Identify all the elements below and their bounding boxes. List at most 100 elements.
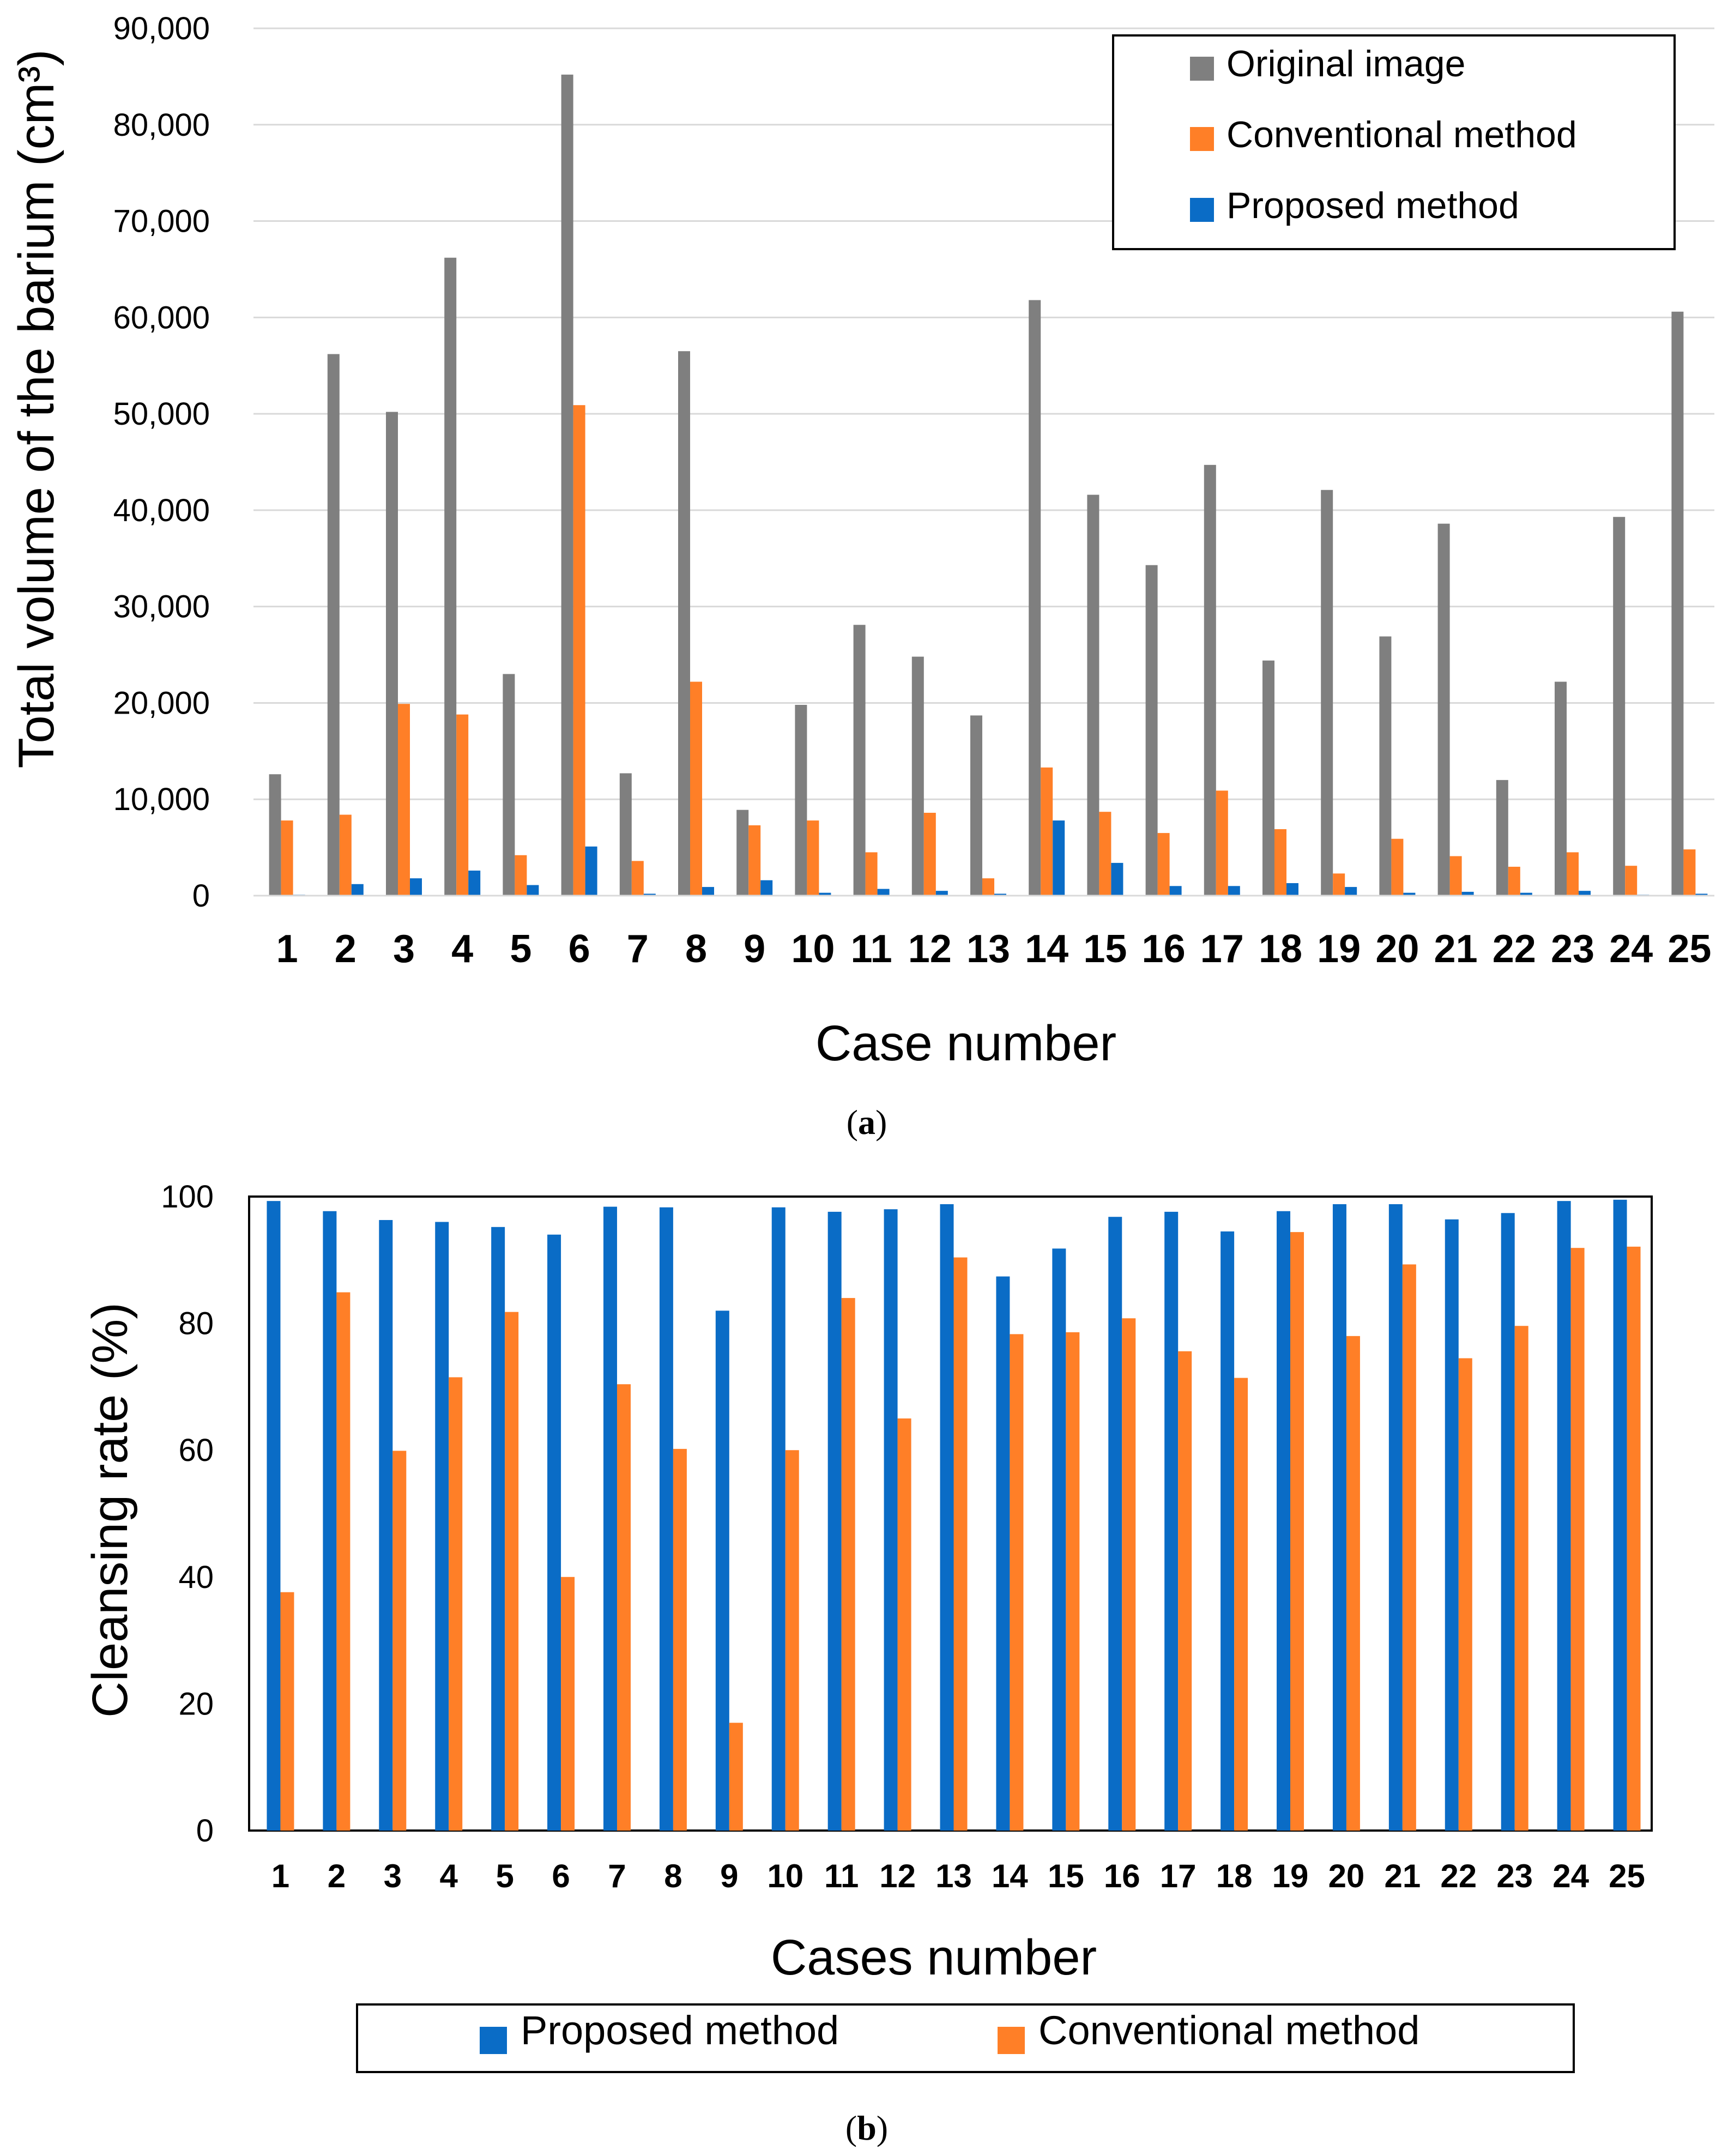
bar-conventional-method-case-13 (982, 878, 994, 896)
chart-a-x-tick-11: 11 (851, 927, 892, 971)
chart-a-y-tick-10-000: 10,000 (113, 782, 210, 817)
bar-conventional-method-case-24 (1625, 866, 1638, 896)
chart-b-legend-box (356, 2003, 1575, 2073)
chart-a-x-tick-15: 15 (1083, 927, 1127, 971)
bar-conventional-method-case-7 (631, 861, 644, 896)
chart-a-y-tick-80-000: 80,000 (113, 107, 210, 143)
bar-proposed-method-case-3 (379, 1220, 393, 1831)
legend-swatch-conventional-method-b (998, 2027, 1025, 2054)
chart-a-x-tick-9: 9 (744, 927, 765, 971)
chart-a-y-tick-labels: 0 10,000 20,000 30,000 40,000 50,000 60,000 70,… (113, 11, 210, 914)
chart-a-y-tick-40-000: 40,000 (113, 493, 210, 528)
bar-proposed-method-case-14 (1053, 820, 1065, 896)
bar-conventional-method-case-2 (336, 1292, 351, 1831)
chart-a-x-axis-label: Case number (815, 1016, 1116, 1071)
bar-proposed-method-case-4 (468, 871, 481, 896)
chart-a-bars (269, 74, 1708, 896)
chart-a-total-volume: 0 10,000 20,000 30,000 40,000 50,000 60,000 70,… (9, 11, 1714, 1071)
bar-conventional-method-case-19 (1333, 873, 1345, 896)
bar-original-image-case-4 (444, 257, 457, 896)
bar-conventional-method-case-10 (807, 820, 819, 896)
chart-b-y-tick-labels: 0 20 40 60 80 100 (161, 1179, 214, 1849)
chart-a-x-tick-19: 19 (1317, 927, 1361, 971)
bar-conventional-method-case-18 (1274, 829, 1286, 896)
bar-proposed-method-case-6 (547, 1234, 561, 1831)
bar-conventional-method-case-4 (449, 1377, 463, 1831)
chart-a-y-tick-70-000: 70,000 (113, 204, 210, 239)
bar-proposed-method-case-7 (603, 1206, 617, 1831)
bar-proposed-method-case-1 (267, 1201, 281, 1831)
bar-proposed-method-case-11 (877, 889, 890, 896)
chart-a-x-tick-4: 4 (451, 927, 473, 971)
chart-b-x-tick-18: 18 (1216, 1858, 1253, 1894)
legend-label-proposed-method-b: Proposed method (521, 2008, 839, 2053)
bar-proposed-method-case-14 (996, 1276, 1010, 1831)
bar-conventional-method-case-5 (515, 855, 527, 896)
bar-original-image-case-12 (911, 656, 924, 896)
bar-conventional-method-case-5 (505, 1312, 519, 1831)
bar-conventional-method-case-21 (1402, 1264, 1416, 1831)
bar-conventional-method-case-7 (617, 1384, 631, 1831)
chart-a-x-tick-labels: 1 2 3 4 5 6 7 8 9 10 11 12 13 14 15 16 17 18 19 20 21 22 23 24 2… (276, 927, 1712, 971)
bar-proposed-method-case-4 (435, 1222, 449, 1831)
chart-b-x-tick-3: 3 (384, 1858, 402, 1894)
bar-original-image-case-1 (269, 774, 281, 896)
chart-b-x-tick-15: 15 (1048, 1858, 1084, 1894)
bar-original-image-case-2 (327, 354, 340, 896)
chart-a-x-tick-8: 8 (685, 927, 707, 971)
bar-proposed-method-case-24 (1557, 1201, 1571, 1831)
bar-conventional-method-case-14 (1041, 767, 1053, 896)
panel-label-b: (b) (845, 2109, 888, 2147)
chart-a-x-tick-5: 5 (510, 927, 531, 971)
chart-a-x-tick-7: 7 (627, 927, 649, 971)
bar-proposed-method-case-16 (1169, 886, 1182, 896)
chart-b-x-tick-9: 9 (720, 1858, 738, 1894)
bar-proposed-method-case-20 (1332, 1204, 1346, 1831)
chart-a-x-tick-10: 10 (791, 927, 835, 971)
chart-b-bars (267, 1199, 1641, 1831)
bar-conventional-method-case-25 (1627, 1246, 1641, 1831)
bar-conventional-method-case-6 (573, 405, 585, 896)
legend-label-conventional-method: Conventional method (1227, 114, 1577, 155)
chart-a-x-tick-12: 12 (908, 927, 952, 971)
bar-proposed-method-case-13 (940, 1204, 954, 1831)
bar-original-image-case-25 (1671, 311, 1684, 896)
chart-a-gridlines (253, 27, 1714, 800)
bar-proposed-method-case-23 (1579, 891, 1591, 896)
bar-proposed-method-case-5 (527, 885, 539, 896)
chart-b-x-tick-20: 20 (1328, 1858, 1365, 1894)
legend-label-conventional-method-b: Conventional method (1038, 2008, 1419, 2053)
chart-b-x-axis-label: Cases number (771, 1930, 1097, 1985)
bar-proposed-method-case-13 (994, 893, 1006, 896)
legend-label-original-image: Original image (1227, 43, 1465, 84)
bar-original-image-case-24 (1613, 517, 1626, 896)
chart-b-x-tick-7: 7 (608, 1858, 626, 1894)
bar-original-image-case-10 (795, 704, 807, 896)
bar-conventional-method-case-11 (841, 1298, 855, 1831)
chart-a-y-tick-60-000: 60,000 (113, 300, 210, 335)
bar-proposed-method-case-19 (1345, 887, 1357, 896)
chart-b-y-tick-40: 40 (178, 1560, 214, 1595)
chart-b-x-tick-25: 25 (1609, 1858, 1645, 1894)
bar-original-image-case-3 (386, 412, 398, 896)
chart-a-x-tick-21: 21 (1434, 927, 1478, 971)
chart-b-x-tick-8: 8 (664, 1858, 682, 1894)
chart-b-x-tick-6: 6 (552, 1858, 570, 1894)
chart-b-x-tick-14: 14 (992, 1858, 1028, 1894)
bar-conventional-method-case-19 (1290, 1232, 1304, 1831)
bar-conventional-method-case-2 (339, 814, 352, 896)
chart-b-x-tick-16: 16 (1104, 1858, 1140, 1894)
bar-original-image-case-20 (1379, 636, 1392, 896)
chart-b-y-tick-60: 60 (178, 1433, 214, 1468)
bar-original-image-case-23 (1555, 681, 1567, 896)
bar-conventional-method-case-8 (690, 681, 702, 896)
bar-proposed-method-case-23 (1501, 1213, 1515, 1831)
bar-proposed-method-case-22 (1445, 1219, 1459, 1831)
bar-conventional-method-case-8 (673, 1448, 687, 1831)
bar-original-image-case-21 (1437, 523, 1450, 896)
bar-original-image-case-8 (678, 351, 690, 896)
bar-original-image-case-19 (1321, 490, 1333, 896)
bar-conventional-method-case-23 (1514, 1326, 1528, 1831)
